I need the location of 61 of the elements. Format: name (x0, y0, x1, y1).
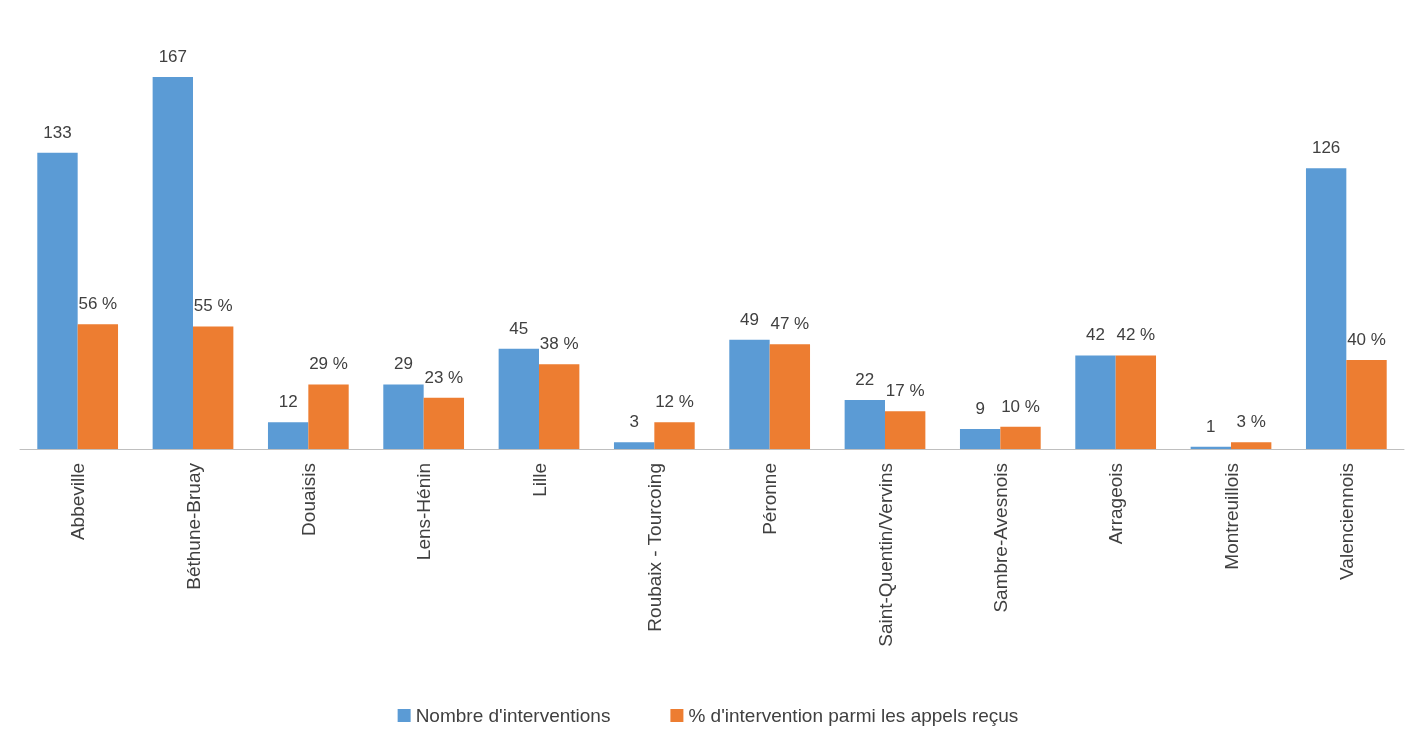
bar (959, 428, 1001, 449)
bar (844, 399, 885, 449)
x-tick-label: Saint-Quentin/Vervins (874, 463, 896, 647)
bar (1000, 426, 1041, 449)
data-label: 126 (1311, 138, 1341, 158)
data-label: 12 (278, 392, 298, 412)
x-tick-label: Roubaix - Tourcoing (643, 463, 665, 632)
data-label: 9 (975, 398, 985, 418)
data-label: 56 % (78, 294, 118, 314)
bar (77, 324, 119, 449)
bar (383, 384, 424, 449)
x-tick-label: Valenciennois (1335, 463, 1357, 580)
data-label: 12 % (655, 392, 694, 412)
bar (1346, 359, 1387, 449)
data-label: 10 % (1001, 396, 1040, 416)
data-label: 3 (629, 412, 639, 432)
bar (769, 344, 811, 449)
bar (152, 76, 193, 449)
bar (267, 422, 309, 449)
x-tick-label: Sambre-Avesnois (989, 463, 1011, 613)
x-tick-label: Douaisis (297, 463, 319, 536)
data-label: 47 % (770, 314, 810, 334)
bar (539, 364, 580, 449)
data-label: 29 % (309, 354, 348, 374)
bar (1305, 168, 1347, 449)
bar (193, 326, 234, 449)
data-label: 42 (1086, 325, 1105, 345)
data-label: 1 (1206, 416, 1216, 436)
bar (613, 442, 655, 449)
bar (498, 348, 539, 449)
data-label: 17 % (885, 381, 925, 401)
bar (1075, 355, 1116, 449)
bar (885, 411, 926, 449)
x-tick-label: Arrageois (1105, 463, 1127, 545)
data-label: 45 (509, 318, 529, 338)
bar (308, 384, 349, 449)
data-label: 29 (394, 354, 413, 374)
data-label: 42 % (1116, 325, 1156, 345)
bar (1115, 355, 1157, 449)
bar (729, 339, 770, 449)
data-label: 55 % (193, 296, 233, 316)
x-tick-label: Montreuillois (1220, 463, 1242, 570)
bar (1231, 442, 1272, 449)
bar (423, 397, 465, 449)
x-tick-label: Lille (528, 463, 550, 497)
data-label: 23 % (424, 367, 464, 387)
data-label: 40 % (1347, 329, 1386, 349)
bar (654, 422, 695, 449)
data-label: 3 % (1236, 412, 1266, 432)
legend-label: % d'intervention parmi les appels reçus (688, 705, 1019, 726)
data-label: 22 (855, 369, 875, 389)
data-label: 133 (43, 122, 72, 142)
x-tick-label: Béthune-Bruay (182, 462, 204, 590)
x-tick-label: Abbeville (67, 463, 89, 541)
bar (37, 152, 78, 449)
data-label: 167 (158, 46, 187, 66)
x-tick-label: Lens-Hénin (413, 463, 435, 561)
x-tick-label: Péronne (759, 463, 781, 535)
legend-label: Nombre d'interventions (415, 705, 611, 726)
data-label: 49 (740, 309, 759, 329)
data-label: 38 % (539, 334, 579, 354)
